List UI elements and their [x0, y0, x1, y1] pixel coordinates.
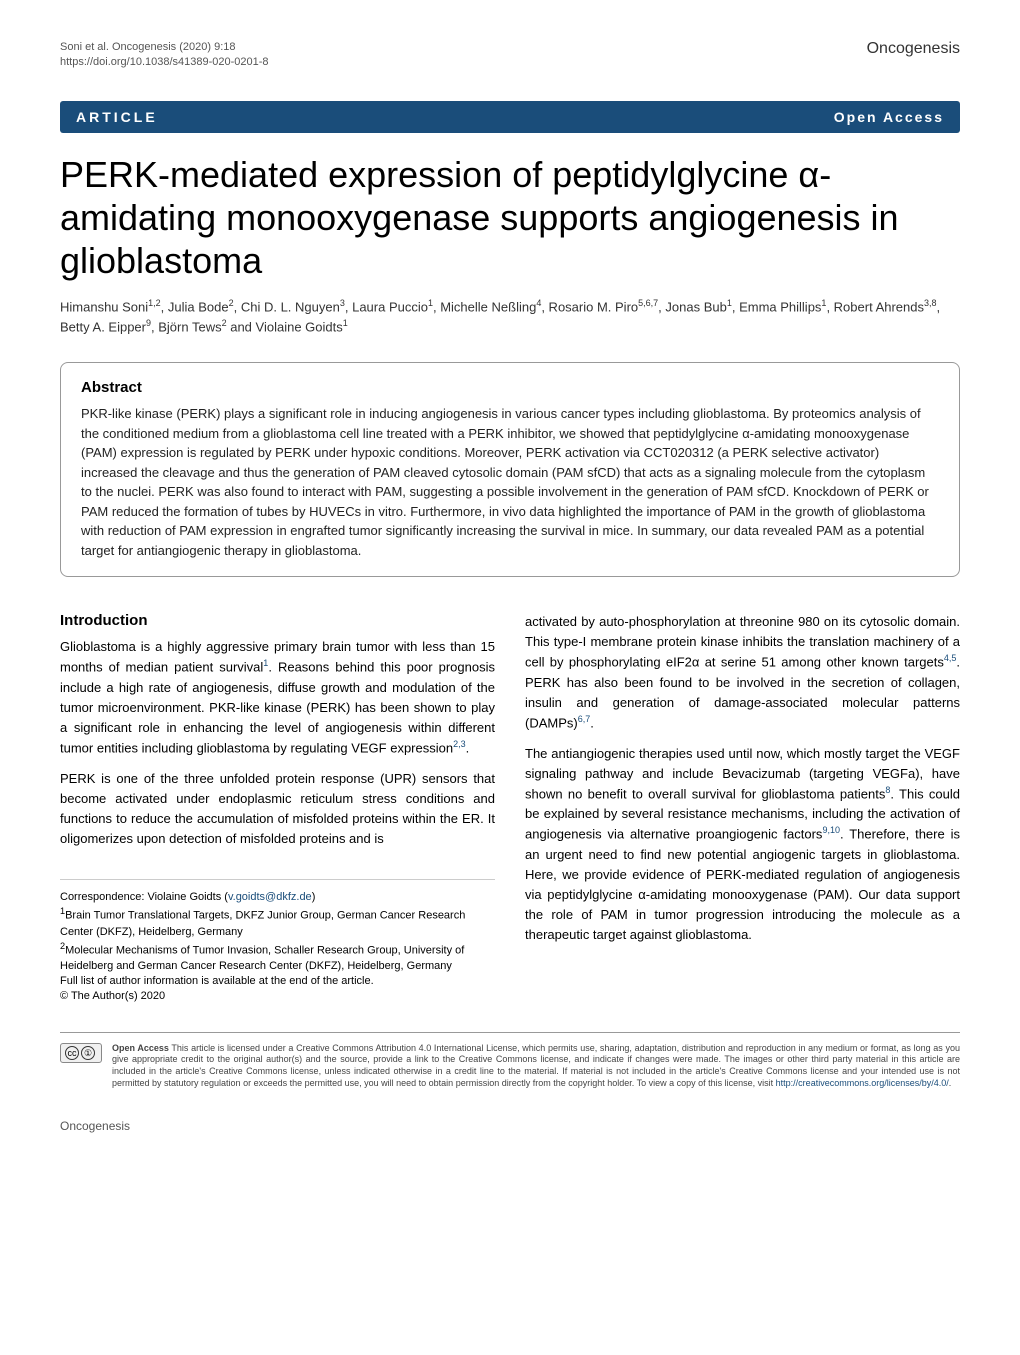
by-icon: ①: [81, 1046, 95, 1060]
intro-para-2: PERK is one of the three unfolded protei…: [60, 769, 495, 850]
right-column: activated by auto-phosphorylation at thr…: [525, 612, 960, 990]
doi-line: https://doi.org/10.1038/s41389-020-0201-…: [60, 55, 269, 70]
page-footer: Oncogenesis: [60, 1119, 960, 1133]
page-header: Soni et al. Oncogenesis (2020) 9:18 http…: [60, 40, 960, 71]
introduction-heading: Introduction: [60, 612, 495, 629]
license-box: cc ① Open Access This article is license…: [60, 1032, 960, 1090]
intro-para-1: Glioblastoma is a highly aggressive prim…: [60, 637, 495, 759]
article-banner: ARTICLE Open Access: [60, 101, 960, 133]
author-list: Himanshu Soni1,2, Julia Bode2, Chi D. L.…: [60, 297, 960, 337]
full-affiliation-note: Full list of author information is avail…: [60, 974, 495, 989]
open-access-label: Open Access: [834, 109, 944, 125]
article-title: PERK-mediated expression of peptidylglyc…: [60, 153, 960, 283]
cc-badge: cc ①: [60, 1043, 102, 1063]
abstract-text: PKR-like kinase (PERK) plays a significa…: [81, 404, 939, 560]
copyright-line: © The Author(s) 2020: [60, 990, 960, 1002]
abstract-heading: Abstract: [81, 379, 939, 396]
journal-name: Oncogenesis: [867, 40, 960, 58]
affiliation-1: 1Brain Tumor Translational Targets, DKFZ…: [60, 905, 495, 939]
intro-para-3: activated by auto-phosphorylation at thr…: [525, 612, 960, 734]
citation-block: Soni et al. Oncogenesis (2020) 9:18 http…: [60, 40, 269, 71]
license-section: © The Author(s) 2020 cc ① Open Access Th…: [60, 990, 960, 1090]
license-text: Open Access This article is licensed und…: [112, 1043, 960, 1090]
body-columns: Introduction Glioblastoma is a highly ag…: [60, 612, 960, 990]
article-type-label: ARTICLE: [76, 109, 158, 125]
cc-icon: cc: [65, 1046, 79, 1060]
correspondence-email[interactable]: v.goidts@dkfz.de: [228, 891, 312, 903]
correspondence-block: Correspondence: Violaine Goidts (v.goidt…: [60, 879, 495, 990]
correspondence-line: Correspondence: Violaine Goidts (v.goidt…: [60, 890, 495, 905]
affiliation-2: 2Molecular Mechanisms of Tumor Invasion,…: [60, 940, 495, 974]
citation-line: Soni et al. Oncogenesis (2020) 9:18: [60, 40, 269, 55]
left-column: Introduction Glioblastoma is a highly ag…: [60, 612, 495, 990]
intro-para-4: The antiangiogenic therapies used until …: [525, 744, 960, 946]
abstract-box: Abstract PKR-like kinase (PERK) plays a …: [60, 362, 960, 577]
